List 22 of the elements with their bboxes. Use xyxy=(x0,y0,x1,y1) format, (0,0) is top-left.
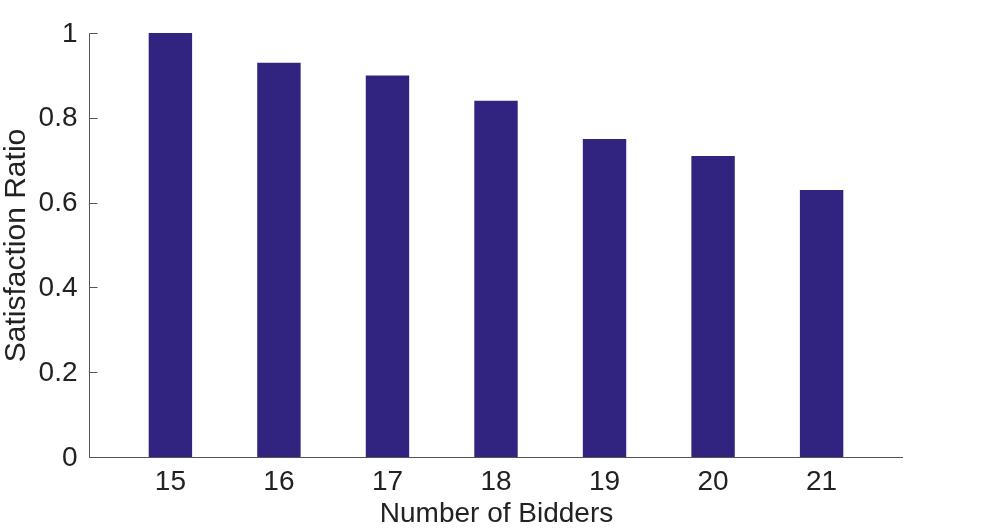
y-tick-label: 0.6 xyxy=(38,186,78,218)
bar xyxy=(365,75,410,457)
y-tick-label: 1 xyxy=(61,16,78,48)
y-tick-label: 0.8 xyxy=(38,101,78,133)
x-tick-label: 21 xyxy=(806,464,838,496)
x-tick-label: 18 xyxy=(480,464,512,496)
bar xyxy=(799,189,844,457)
x-axis-title: Number of Bidders xyxy=(379,496,614,528)
y-axis-title: Satisfaction Ratio xyxy=(0,128,31,363)
x-tick-label: 20 xyxy=(697,464,729,496)
y-tick-label: 0.2 xyxy=(38,355,78,387)
bar xyxy=(582,139,627,457)
y-tick-label: 0 xyxy=(61,440,78,472)
x-tick-label: 19 xyxy=(588,464,621,496)
x-tick-label: 17 xyxy=(371,464,404,496)
x-tick-label: 15 xyxy=(154,464,186,496)
y-tick-label: 0.4 xyxy=(38,270,78,302)
bar xyxy=(474,100,518,457)
x-tick-label: 16 xyxy=(263,464,295,496)
bar xyxy=(257,62,301,457)
bar xyxy=(148,33,193,457)
bar xyxy=(691,155,735,457)
